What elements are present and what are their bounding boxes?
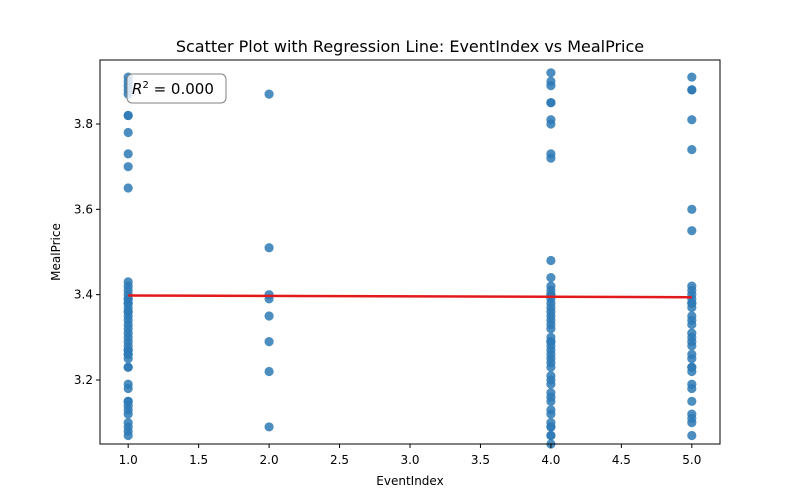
scatter-points xyxy=(123,68,697,449)
scatter-point xyxy=(687,85,697,95)
scatter-point xyxy=(123,383,133,394)
x-tick-label: 1.5 xyxy=(189,453,208,467)
r2-annotation: R2 = 0.000 xyxy=(126,73,227,104)
scatter-point xyxy=(546,332,556,342)
scatter-point xyxy=(687,72,697,82)
scatter-point xyxy=(123,149,133,159)
x-tick-label: 5.0 xyxy=(682,453,701,467)
scatter-point xyxy=(264,422,274,432)
scatter-point xyxy=(123,324,133,334)
x-tick-label: 4.0 xyxy=(541,453,560,467)
y-tick-label: 3.4 xyxy=(74,288,93,302)
scatter-point xyxy=(546,375,556,385)
scatter-point xyxy=(546,341,556,351)
r2-annotation-box xyxy=(126,73,227,104)
scatter-point xyxy=(546,422,556,432)
plot-area-frame xyxy=(99,59,721,445)
scatter-point xyxy=(687,204,697,214)
scatter-point xyxy=(546,315,556,325)
scatter-point xyxy=(123,127,133,138)
scatter-point xyxy=(123,409,133,419)
x-tick-label: 2.0 xyxy=(260,453,279,467)
scatter-point xyxy=(546,98,556,108)
scatter-point xyxy=(264,89,274,99)
scatter-point xyxy=(546,324,556,334)
y-axis: 3.2 3.4 3.6 3.8 xyxy=(74,117,100,387)
scatter-point xyxy=(546,153,556,163)
y-tick-label: 3.6 xyxy=(74,202,93,216)
r2-annotation-text: R2 = 0.000 xyxy=(132,80,214,98)
x-axis: 1.0 1.5 2.0 2.5 3.0 3.5 4.0 4.5 5.0 xyxy=(119,444,701,467)
scatter-point xyxy=(546,392,556,402)
scatter-point xyxy=(687,145,697,155)
scatter-point xyxy=(687,341,697,351)
regression-line xyxy=(128,294,692,299)
scatter-point xyxy=(687,430,697,441)
scatter-point xyxy=(123,396,133,406)
scatter-point xyxy=(546,119,556,129)
scatter-point xyxy=(687,366,697,377)
y-tick-label: 3.8 xyxy=(74,117,93,131)
scatter-point xyxy=(546,68,556,78)
scatter-point xyxy=(123,162,133,172)
scatter-point xyxy=(546,362,556,372)
scatter-point xyxy=(123,110,133,121)
scatter-point xyxy=(687,396,697,406)
scatter-point xyxy=(264,243,274,253)
scatter-point xyxy=(123,183,133,193)
y-axis-label: MealPrice xyxy=(49,223,63,281)
x-axis-label: EventIndex xyxy=(376,474,443,488)
scatter-point xyxy=(687,319,697,330)
scatter-point xyxy=(123,362,133,372)
scatter-point xyxy=(546,430,556,441)
x-tick-label: 1.0 xyxy=(119,453,138,467)
scatter-point xyxy=(123,426,133,436)
scatter-point xyxy=(123,307,133,317)
regression-line-segment xyxy=(128,294,692,299)
scatter-point xyxy=(687,349,697,359)
scatter-point xyxy=(546,255,556,266)
scatter-point xyxy=(123,298,133,308)
scatter-point xyxy=(546,81,556,91)
scatter-point xyxy=(687,226,697,236)
scatter-point xyxy=(264,366,274,377)
scatter-point xyxy=(546,273,556,283)
scatter-point xyxy=(687,383,697,394)
y-tick-label: 3.2 xyxy=(74,373,93,387)
scatter-point xyxy=(123,349,133,359)
scatter-point xyxy=(264,311,274,321)
scatter-point xyxy=(687,413,697,423)
scatter-point xyxy=(264,337,274,347)
x-tick-label: 3.0 xyxy=(400,453,419,467)
x-tick-label: 4.5 xyxy=(612,453,631,467)
chart-title: Scatter Plot with Regression Line: Event… xyxy=(176,37,644,56)
x-tick-label: 3.5 xyxy=(471,453,490,467)
x-tick-label: 2.5 xyxy=(330,453,349,467)
scatter-point xyxy=(687,302,697,313)
scatter-point xyxy=(546,409,556,419)
scatter-point xyxy=(687,115,697,125)
